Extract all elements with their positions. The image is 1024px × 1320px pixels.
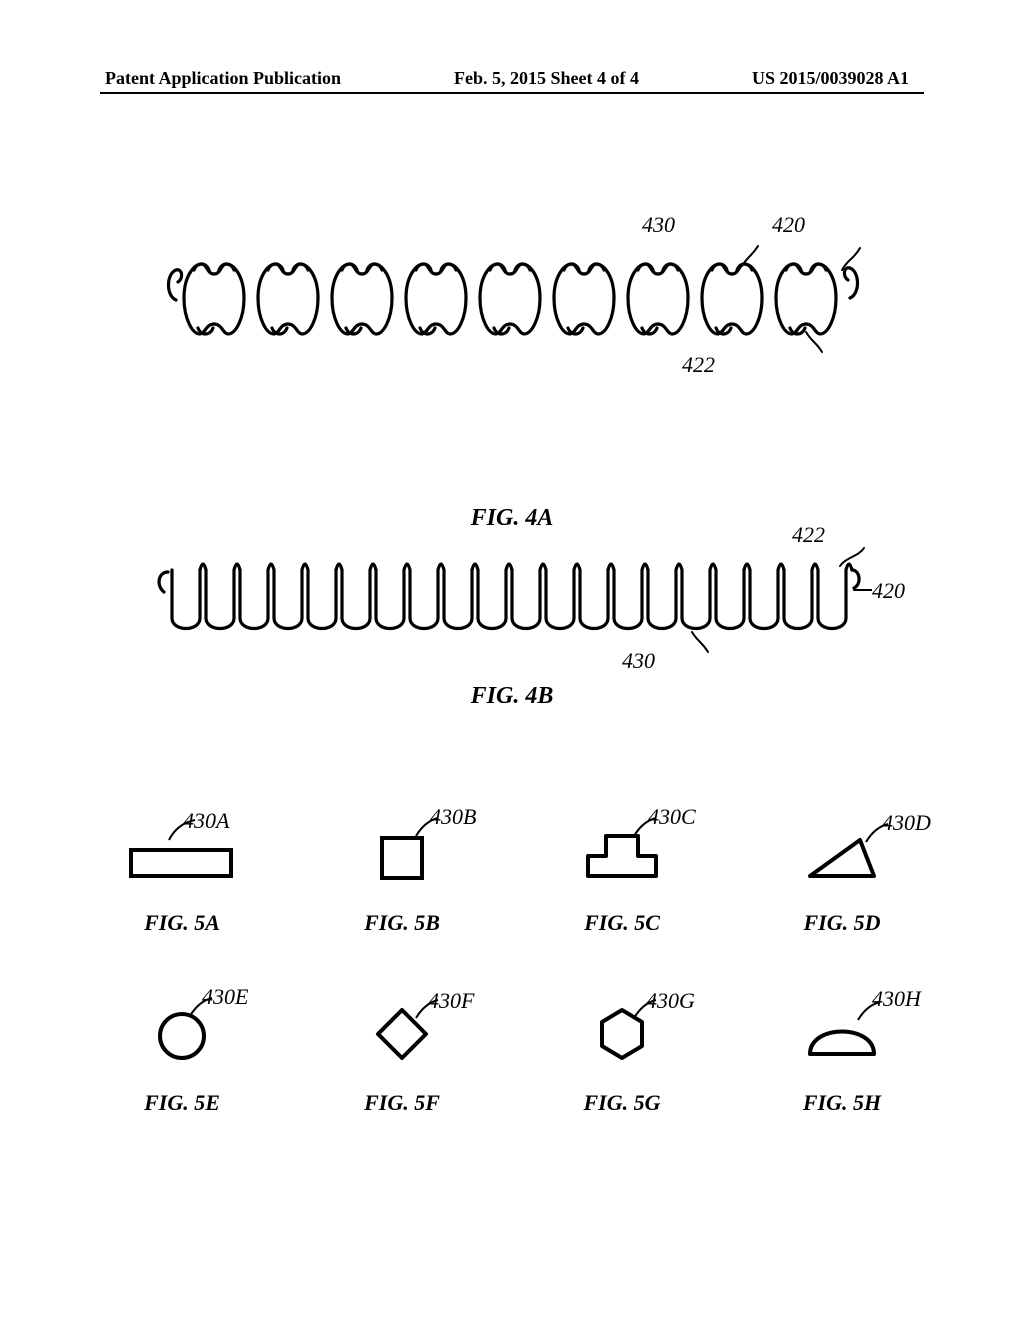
- fig4b-label-420: 420: [872, 578, 905, 604]
- fig4a-drawing-main: [162, 240, 862, 370]
- lead-5a: [167, 818, 197, 842]
- caption-5a: FIG. 5A: [144, 910, 220, 936]
- header-left: Patent Application Publication: [105, 68, 341, 89]
- figure-4a: 430 420 422 FIG. 4A: [0, 240, 1024, 532]
- fig4b-label-430: 430: [622, 648, 655, 674]
- fig4a-caption: FIG. 4A: [0, 505, 1024, 532]
- lead-5g: [632, 998, 658, 1020]
- lead-5f: [414, 998, 440, 1020]
- shape-5h: 430H FIG. 5H: [772, 1000, 912, 1116]
- shape-5f: 430F FIG. 5F: [332, 1000, 472, 1116]
- caption-5f: FIG. 5F: [364, 1090, 440, 1116]
- shape-5e: 430E FIG. 5E: [112, 1000, 252, 1116]
- caption-5h: FIG. 5H: [803, 1090, 881, 1116]
- fig4a-label-420: 420: [772, 212, 805, 238]
- caption-5c: FIG. 5C: [584, 910, 660, 936]
- caption-5e: FIG. 5E: [144, 1090, 220, 1116]
- shape-row-1: 430A FIG. 5A 430B FIG. 5B 430C FIG. 5C 4…: [0, 820, 1024, 936]
- figure-4b: 422 420 430 FIG. 4B: [0, 540, 1024, 710]
- caption-5g: FIG. 5G: [583, 1090, 660, 1116]
- fig4b-drawing: [152, 540, 872, 670]
- shape-row-2: 430E FIG. 5E 430F FIG. 5F 430G FIG. 5G 4…: [0, 1000, 1024, 1116]
- lead-5h: [856, 1000, 882, 1022]
- shape-5c: 430C FIG. 5C: [552, 820, 692, 936]
- fig4a-label-422: 422: [682, 352, 715, 378]
- page-header: Patent Application Publication Feb. 5, 2…: [0, 68, 1024, 89]
- lead-5d: [864, 822, 890, 844]
- shape-5g: 430G FIG. 5G: [552, 1000, 692, 1116]
- lead-5c: [632, 816, 658, 838]
- lead-5e: [188, 996, 214, 1018]
- header-center: Feb. 5, 2015 Sheet 4 of 4: [454, 68, 639, 89]
- header-right: US 2015/0039028 A1: [752, 68, 909, 89]
- shape-5b: 430B FIG. 5B: [332, 820, 472, 936]
- caption-5d: FIG. 5D: [803, 910, 880, 936]
- shape-5d: 430D FIG. 5D: [772, 820, 912, 936]
- caption-5b: FIG. 5B: [364, 910, 440, 936]
- fig4a-label-430: 430: [642, 212, 675, 238]
- header-divider: [100, 92, 924, 94]
- fig4b-label-422: 422: [792, 522, 825, 548]
- fig4b-caption: FIG. 4B: [0, 683, 1024, 710]
- lead-5b: [414, 816, 440, 838]
- shape-5a: 430A FIG. 5A: [112, 820, 252, 936]
